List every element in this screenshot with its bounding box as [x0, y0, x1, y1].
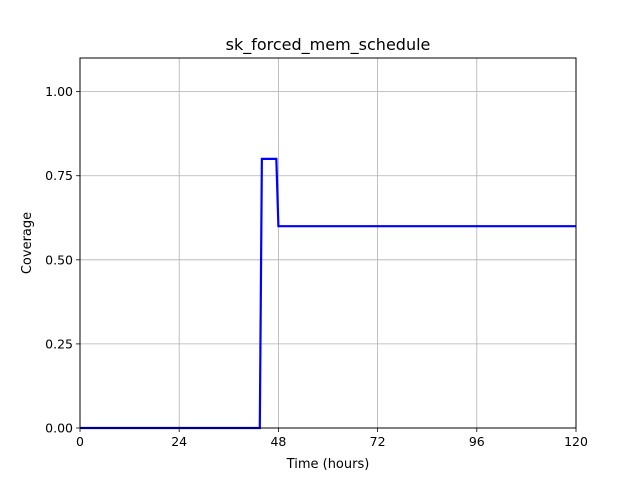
y-tick-label: 0.75: [45, 168, 73, 183]
x-tick-label: 72: [370, 434, 386, 449]
y-tick-label: 0.25: [45, 336, 73, 351]
x-tick-label: 96: [469, 434, 485, 449]
series-layer: [80, 157, 576, 430]
x-axis-label: Time (hours): [286, 457, 370, 472]
x-tick-label: 0: [76, 434, 84, 449]
x-axis-ticks: 0 24 48 72 96 120: [76, 428, 588, 449]
plot-frame: [79, 57, 577, 429]
y-axis-ticks: 0.00 0.25 0.50 0.75 1.00: [45, 84, 80, 436]
coverage-series-line: [80, 157, 576, 430]
chart-title: sk_forced_mem_schedule: [226, 35, 431, 55]
x-tick-label: 48: [270, 434, 286, 449]
x-tick-label: 120: [564, 434, 588, 449]
y-tick-label: 1.00: [45, 84, 73, 99]
grid-lines: [79, 58, 577, 429]
y-tick-label: 0.50: [45, 252, 73, 267]
y-axis-label: Coverage: [20, 212, 35, 274]
x-tick-label: 24: [171, 434, 187, 449]
y-tick-label: 0.00: [45, 421, 73, 436]
